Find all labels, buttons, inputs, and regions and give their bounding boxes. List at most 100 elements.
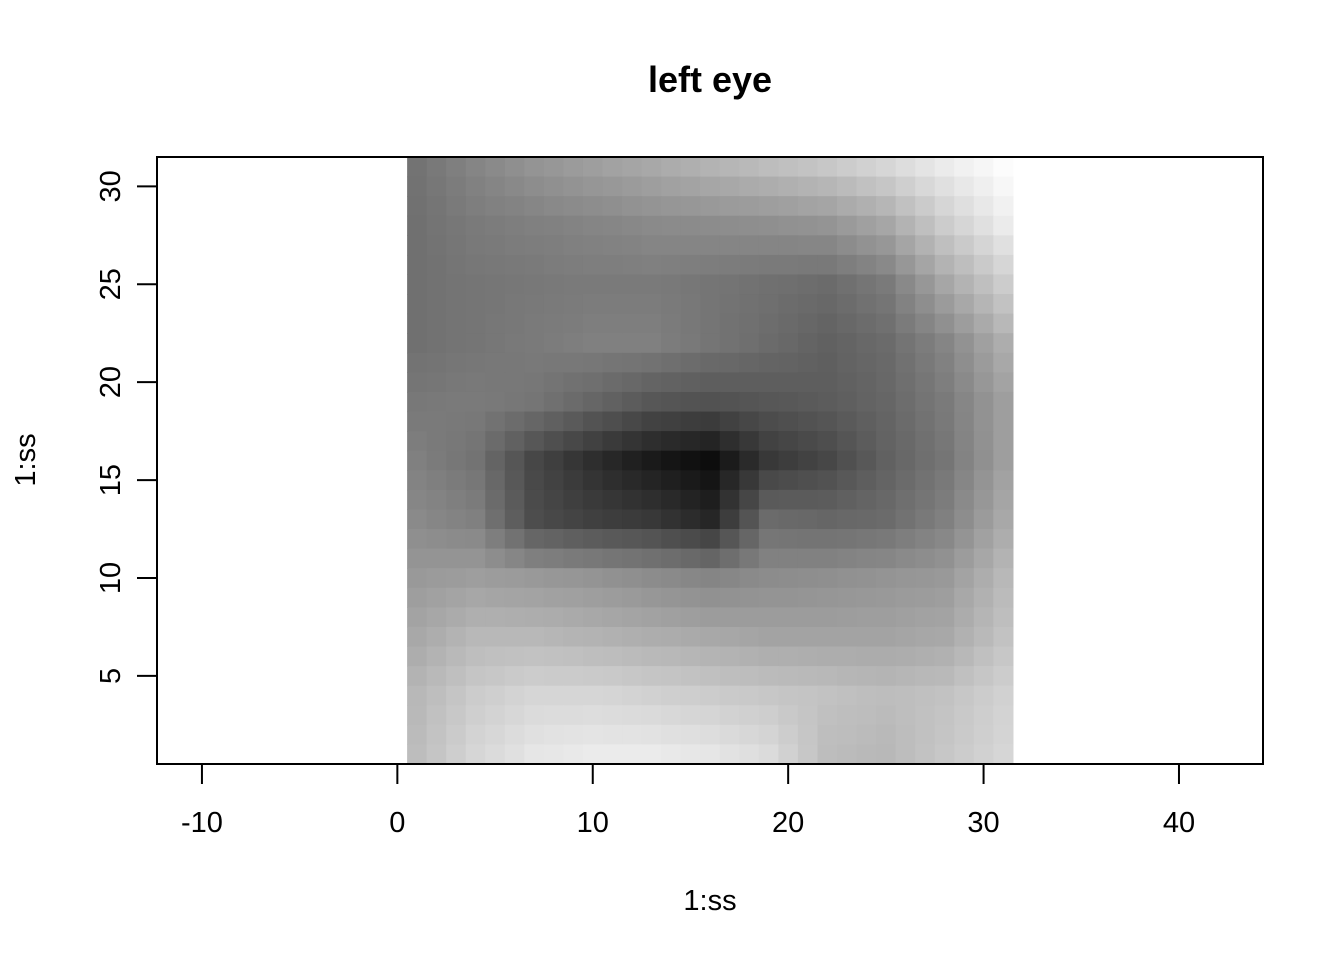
- heatmap-cell: [934, 196, 955, 217]
- heatmap-cell: [934, 685, 955, 706]
- heatmap-cell: [465, 568, 486, 589]
- heatmap-cell: [817, 529, 838, 550]
- heatmap-cell: [407, 646, 428, 667]
- heatmap-cell: [915, 666, 936, 687]
- heatmap-cell: [543, 333, 565, 354]
- x-tick-label: 30: [967, 807, 999, 839]
- heatmap-cell: [622, 157, 643, 178]
- heatmap-cell: [895, 705, 916, 726]
- heatmap-cell: [446, 235, 467, 256]
- heatmap-cell: [856, 705, 877, 726]
- heatmap-cell: [993, 313, 1014, 334]
- heatmap-cell: [954, 529, 975, 550]
- heatmap-cell: [700, 705, 721, 726]
- heatmap-cell: [778, 548, 799, 569]
- heatmap-cell: [504, 587, 525, 608]
- heatmap-cell: [719, 568, 740, 589]
- heatmap-cell: [602, 646, 623, 667]
- heatmap-cell: [426, 411, 447, 432]
- heatmap-cell: [504, 529, 525, 550]
- heatmap-cell: [700, 489, 721, 511]
- heatmap-cell: [817, 411, 838, 432]
- heatmap-cell: [563, 157, 584, 178]
- heatmap-cell: [504, 294, 525, 315]
- heatmap-cell: [915, 548, 936, 569]
- heatmap-cell: [993, 274, 1014, 295]
- heatmap-cell: [973, 294, 994, 315]
- heatmap-cell: [582, 391, 604, 413]
- heatmap-cell: [661, 548, 682, 569]
- heatmap-cell: [543, 450, 565, 471]
- heatmap-cell: [446, 529, 467, 550]
- heatmap-cell: [426, 352, 447, 373]
- heatmap-cell: [954, 176, 975, 197]
- heatmap-cell: [797, 724, 819, 746]
- heatmap-cell: [973, 626, 994, 648]
- heatmap-cell: [504, 391, 525, 413]
- heatmap-cell: [582, 607, 604, 628]
- heatmap-cell: [876, 529, 897, 550]
- heatmap-cell: [758, 705, 779, 726]
- heatmap-cell: [719, 587, 740, 608]
- heatmap-cell: [485, 274, 506, 295]
- heatmap-cell: [446, 607, 467, 628]
- heatmap-cell: [973, 744, 994, 765]
- heatmap-cell: [641, 607, 662, 628]
- heatmap-cell: [817, 333, 838, 354]
- heatmap-cell: [993, 646, 1014, 667]
- heatmap-cell: [778, 176, 799, 197]
- heatmap-cell: [504, 744, 525, 765]
- heatmap-cell: [543, 391, 565, 413]
- heatmap-cell: [407, 450, 428, 471]
- heatmap-cell: [446, 391, 467, 413]
- heatmap-cell: [700, 724, 721, 746]
- heatmap-cell: [465, 646, 486, 667]
- heatmap-cell: [543, 744, 565, 765]
- heatmap-cell: [582, 705, 604, 726]
- heatmap-cell: [582, 372, 604, 393]
- heatmap-cell: [817, 568, 838, 589]
- heatmap-cell: [485, 587, 506, 608]
- heatmap-cell: [680, 235, 701, 256]
- heatmap-cell: [856, 744, 877, 765]
- heatmap-cell: [993, 254, 1014, 276]
- heatmap-cell: [797, 391, 819, 413]
- heatmap-cell: [641, 235, 662, 256]
- heatmap-cell: [876, 333, 897, 354]
- heatmap-cell: [524, 587, 545, 608]
- heatmap-cell: [563, 235, 584, 256]
- heatmap-cell: [719, 705, 740, 726]
- heatmap-cell: [758, 450, 779, 471]
- heatmap-cell: [641, 685, 662, 706]
- heatmap-cell: [700, 607, 721, 628]
- heatmap-cell: [407, 352, 428, 373]
- heatmap-cell: [837, 529, 858, 550]
- heatmap-cell: [739, 489, 760, 511]
- heatmap-cell: [700, 587, 721, 608]
- heatmap-cell: [797, 157, 819, 178]
- heatmap-cell: [485, 313, 506, 334]
- heatmap-cell: [719, 529, 740, 550]
- heatmap-cell: [797, 529, 819, 550]
- heatmap-cell: [719, 666, 740, 687]
- heatmap-cell: [915, 450, 936, 471]
- heatmap-cell: [739, 744, 760, 765]
- heatmap-cell: [817, 391, 838, 413]
- heatmap-cell: [837, 176, 858, 197]
- heatmap-cell: [582, 235, 604, 256]
- heatmap-cell: [563, 333, 584, 354]
- heatmap-cell: [954, 470, 975, 491]
- heatmap-cell: [543, 431, 565, 452]
- heatmap-cell: [426, 235, 447, 256]
- heatmap-cell: [719, 313, 740, 334]
- heatmap-cell: [758, 548, 779, 569]
- heatmap-cell: [856, 489, 877, 511]
- heatmap-cell: [797, 254, 819, 276]
- heatmap-cell: [524, 489, 545, 511]
- heatmap-cell: [837, 352, 858, 373]
- heatmap-cell: [700, 294, 721, 315]
- heatmap-cell: [739, 666, 760, 687]
- heatmap-cell: [465, 607, 486, 628]
- heatmap-cell: [856, 626, 877, 648]
- heatmap-cell: [680, 705, 701, 726]
